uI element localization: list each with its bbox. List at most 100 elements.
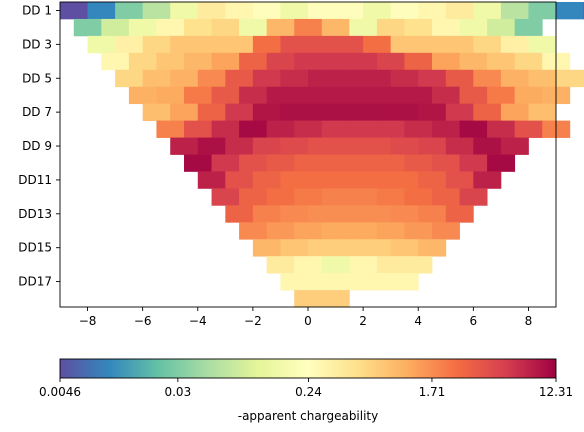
x-tick-label: 6	[470, 314, 478, 328]
x-tick-label: 8	[525, 314, 533, 328]
heatmap-cell	[349, 52, 378, 71]
heatmap-cell	[390, 205, 419, 223]
x-tick-label: −6	[134, 314, 152, 328]
heatmap-cell	[390, 69, 419, 88]
heatmap-cell	[459, 18, 488, 37]
heatmap-cell	[321, 222, 350, 240]
heatmap-cell	[115, 69, 144, 88]
heatmap-cell	[252, 69, 281, 88]
heatmap-cell	[87, 2, 116, 20]
heatmap-cell	[225, 35, 254, 54]
heatmap-cell	[349, 256, 378, 274]
heatmap-cell	[349, 18, 378, 37]
heatmap-cell	[128, 18, 157, 37]
heatmap-cell	[349, 120, 378, 138]
heatmap-cell	[184, 86, 212, 105]
heatmap-cell	[500, 103, 529, 122]
heatmap-cell	[321, 86, 350, 105]
colorbar-ticks: 0.0046 0.03 0.24 1.71 12.31	[39, 378, 573, 399]
heatmap-cell	[211, 154, 240, 172]
heatmap-cell	[473, 2, 502, 20]
colorbar-tick-label: 0.0046	[39, 385, 81, 399]
heatmap-cell	[280, 273, 309, 291]
heatmap-cell	[197, 69, 226, 88]
heatmap-cell	[321, 154, 350, 172]
heatmap-cell	[418, 171, 447, 189]
heatmap-cell	[280, 239, 309, 257]
heatmap-cell	[280, 2, 309, 20]
heatmap-cell	[349, 154, 378, 172]
heatmap-cell	[390, 35, 419, 54]
heatmap-cell	[418, 69, 447, 88]
heatmap-cell	[266, 154, 295, 172]
colorbar-label: -apparent chargeability	[238, 409, 379, 423]
heatmap-cell	[335, 171, 364, 189]
heatmap-cell	[266, 222, 295, 240]
heatmap-cell	[473, 69, 502, 88]
heatmap-cell	[404, 52, 433, 71]
heatmap-cells	[60, 2, 584, 308]
heatmap-cell	[308, 273, 336, 291]
heatmap-cell	[156, 86, 185, 105]
heatmap-cell	[363, 239, 392, 257]
colorbar-tick-label: 0.03	[164, 385, 191, 399]
heatmap-cell	[556, 69, 584, 88]
heatmap-cell	[115, 35, 144, 54]
heatmap-cell	[390, 171, 419, 189]
x-axis: −8 −6 −4 −2 0 2 4 6 8	[79, 307, 533, 328]
heatmap-cell	[101, 18, 130, 37]
colorbar: 0.0046 0.03 0.24 1.71 12.31 -apparent charge…	[39, 358, 573, 423]
heatmap-cell	[376, 222, 405, 240]
heatmap-cell	[280, 35, 309, 54]
heatmap-cell	[404, 86, 433, 105]
x-tick-label: 4	[414, 314, 422, 328]
heatmap-cell	[211, 188, 240, 206]
heatmap-cell	[349, 86, 378, 105]
heatmap-cell	[280, 171, 309, 189]
heatmap-cell	[211, 18, 240, 37]
heatmap-cell	[142, 2, 171, 20]
heatmap-cell	[335, 205, 364, 223]
heatmap-cell	[266, 256, 295, 274]
heatmap-cell	[528, 35, 557, 54]
y-tick-label: DD 5	[22, 71, 52, 85]
x-tick-label: −4	[189, 314, 207, 328]
heatmap-cell	[294, 290, 323, 308]
y-tick-label: DD11	[18, 173, 52, 187]
colorbar-gradient	[60, 359, 556, 378]
heatmap-cell	[335, 239, 364, 257]
heatmap-cell	[473, 103, 502, 122]
y-tick-label: DD 3	[22, 37, 52, 51]
heatmap-cell	[73, 18, 102, 37]
heatmap-cell	[225, 103, 254, 122]
heatmap-cell	[321, 120, 350, 138]
heatmap-cell	[170, 2, 199, 20]
heatmap-cell	[252, 137, 281, 155]
heatmap-cell	[156, 18, 185, 37]
heatmap-cell	[363, 103, 392, 122]
heatmap-cell	[252, 2, 281, 20]
y-tick-label: DD 9	[22, 139, 52, 153]
heatmap-cell	[294, 18, 323, 37]
colorbar-tick-label: 12.31	[539, 385, 573, 399]
heatmap-cell	[473, 137, 502, 155]
heatmap-cell	[335, 69, 364, 88]
heatmap-cell	[294, 188, 323, 206]
heatmap-cell	[142, 103, 171, 122]
heatmap-cell	[239, 120, 268, 138]
heatmap-cell	[211, 52, 240, 71]
heatmap-cell	[294, 154, 323, 172]
heatmap-cell	[363, 69, 392, 88]
heatmap-cell	[376, 256, 405, 274]
heatmap-cell	[363, 273, 392, 291]
heatmap-cell	[418, 205, 447, 223]
heatmap-cell	[184, 18, 212, 37]
heatmap-cell	[376, 52, 405, 71]
heatmap-cell	[225, 171, 254, 189]
heatmap-cell	[445, 69, 474, 88]
heatmap-cell	[170, 35, 199, 54]
heatmap-cell	[459, 120, 488, 138]
heatmap-cell	[280, 137, 309, 155]
heatmap-cell	[487, 154, 516, 172]
heatmap-cell	[142, 35, 171, 54]
